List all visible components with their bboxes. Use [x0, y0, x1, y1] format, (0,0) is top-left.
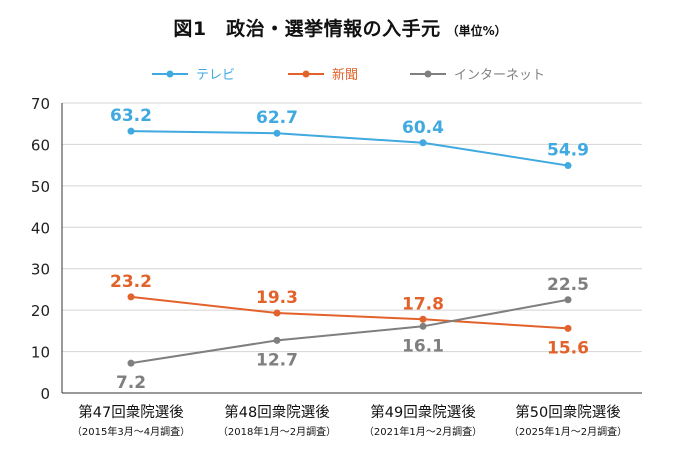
y-tick-label: 70	[31, 95, 50, 113]
legend-label: テレビ	[196, 68, 235, 83]
y-tick-label: 10	[31, 344, 50, 362]
data-label: 16.1	[402, 336, 444, 356]
y-tick-label: 30	[31, 261, 50, 279]
data-label: 62.7	[256, 108, 298, 128]
legend-label: インターネット	[454, 68, 545, 83]
chart-title-row: 図1 政治・選挙情報の入手元 （単位%）	[0, 14, 680, 41]
data-label: 22.5	[547, 275, 589, 295]
x-tick-sublabel: （2018年1月〜2月調査）	[218, 425, 336, 438]
data-point	[564, 162, 572, 170]
data-point	[273, 336, 281, 344]
y-tick-label: 20	[31, 302, 50, 320]
data-label: 12.7	[256, 350, 298, 370]
data-point	[419, 139, 427, 147]
data-point	[273, 309, 281, 317]
data-point	[419, 315, 427, 323]
data-label: 19.3	[256, 288, 298, 308]
x-tick-sublabel: （2025年1月〜2月調査）	[509, 425, 627, 438]
data-point	[564, 324, 572, 332]
series-line	[130, 298, 569, 365]
data-label: 7.2	[116, 373, 146, 393]
data-point	[419, 322, 427, 330]
x-tick-label: 第48回衆院選後	[224, 403, 330, 421]
data-label: 23.2	[110, 272, 152, 292]
chart-unit-label: （単位%）	[446, 24, 507, 38]
data-point	[273, 129, 281, 137]
legend-marker	[166, 70, 174, 78]
y-tick-label: 60	[31, 136, 50, 154]
y-tick-label: 0	[40, 385, 50, 403]
legend-marker	[302, 70, 310, 78]
data-label: 63.2	[110, 106, 152, 126]
data-label: 54.9	[547, 141, 589, 161]
chart-title: 図1 政治・選挙情報の入手元	[173, 18, 441, 40]
x-tick-sublabel: （2015年3月〜4月調査）	[72, 425, 190, 438]
series-line	[130, 295, 569, 330]
y-tick-label: 40	[31, 219, 50, 237]
data-label: 60.4	[402, 118, 444, 138]
data-label: 17.8	[402, 294, 444, 314]
y-tick-label: 50	[31, 178, 50, 196]
data-point	[127, 293, 135, 301]
data-point	[564, 296, 572, 304]
series-line	[130, 130, 569, 167]
legend-label: 新聞	[332, 67, 358, 83]
data-point	[127, 127, 135, 135]
x-tick-label: 第47回衆院選後	[78, 403, 184, 421]
x-tick-sublabel: （2021年1月〜2月調査）	[364, 425, 482, 438]
legend-marker	[424, 70, 432, 78]
x-tick-label: 第50回衆院選後	[515, 403, 621, 421]
data-label: 15.6	[547, 338, 589, 358]
data-point	[127, 359, 135, 367]
x-tick-label: 第49回衆院選後	[370, 403, 476, 421]
